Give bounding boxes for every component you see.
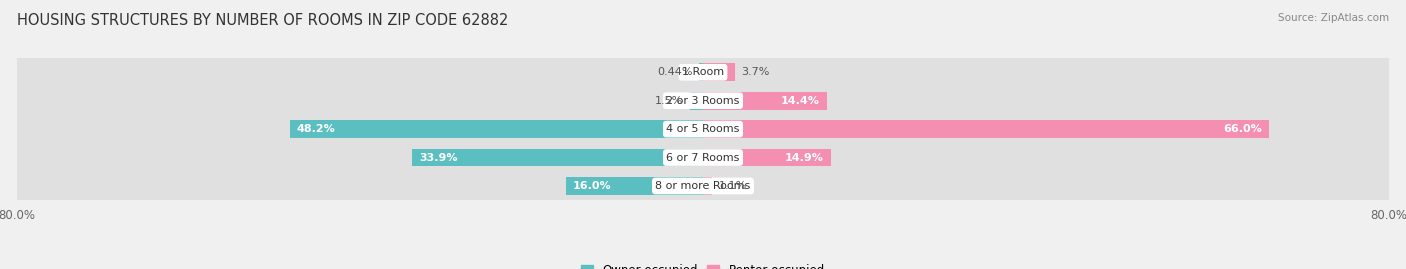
Bar [17, 87, 1389, 115]
Bar [17, 115, 1389, 143]
Text: 14.9%: 14.9% [785, 153, 824, 162]
Text: 2 or 3 Rooms: 2 or 3 Rooms [666, 96, 740, 106]
Text: Source: ZipAtlas.com: Source: ZipAtlas.com [1278, 13, 1389, 23]
Text: 16.0%: 16.0% [572, 181, 612, 191]
Text: 1.1%: 1.1% [720, 181, 748, 191]
Bar [565, 177, 703, 195]
Bar [699, 63, 703, 81]
Text: 6 or 7 Rooms: 6 or 7 Rooms [666, 153, 740, 162]
Text: 33.9%: 33.9% [419, 153, 457, 162]
Text: 3.7%: 3.7% [741, 67, 770, 77]
Text: 8 or more Rooms: 8 or more Rooms [655, 181, 751, 191]
Text: 48.2%: 48.2% [297, 124, 335, 134]
Bar [17, 172, 1389, 200]
Bar [703, 120, 1270, 138]
Text: 66.0%: 66.0% [1223, 124, 1263, 134]
Bar [703, 63, 735, 81]
Text: 0.44%: 0.44% [657, 67, 692, 77]
Bar [690, 92, 703, 109]
Text: 1 Room: 1 Room [682, 67, 724, 77]
Bar [412, 149, 703, 166]
Bar [290, 120, 703, 138]
Bar [703, 92, 827, 109]
Text: 1.5%: 1.5% [655, 96, 683, 106]
Legend: Owner-occupied, Renter-occupied: Owner-occupied, Renter-occupied [576, 259, 830, 269]
Text: HOUSING STRUCTURES BY NUMBER OF ROOMS IN ZIP CODE 62882: HOUSING STRUCTURES BY NUMBER OF ROOMS IN… [17, 13, 508, 29]
Text: 4 or 5 Rooms: 4 or 5 Rooms [666, 124, 740, 134]
Bar [703, 177, 713, 195]
Text: 14.4%: 14.4% [780, 96, 820, 106]
Bar [703, 149, 831, 166]
Bar [17, 143, 1389, 172]
Bar [17, 58, 1389, 87]
